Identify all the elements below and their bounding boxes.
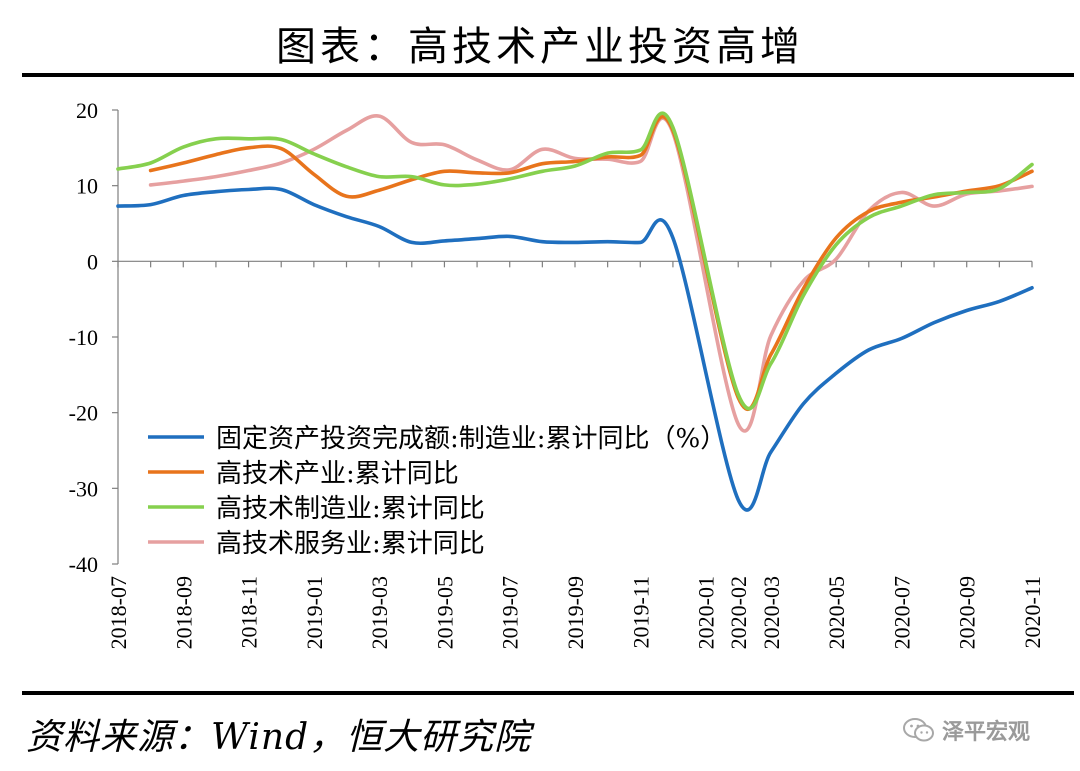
x-tick-label: 2018-11 — [237, 576, 262, 649]
axes-layer: -40 -30 -20 -10 0 10 20 2018-07 2018-09 2018-11 20… — [69, 98, 1045, 649]
series-line-3 — [116, 111, 1034, 411]
x-tick-label: 2019-05 — [432, 576, 457, 649]
y-tick-label: 10 — [76, 174, 98, 199]
top-rule — [22, 73, 1074, 77]
series-line-2 — [148, 115, 1034, 411]
series-layer — [116, 111, 1034, 512]
x-tick-label: 2020-05 — [824, 576, 849, 649]
y-tick-label: -30 — [69, 476, 98, 501]
x-tick-label: 2020-01 — [694, 576, 719, 649]
x-tick-label: 2019-07 — [498, 576, 523, 649]
legend: 固定资产投资完成额:制造业:累计同比（%） 高技术产业:累计同比高技术制造业:累计… — [148, 424, 726, 559]
x-tick-label: 2020-07 — [889, 576, 914, 649]
y-tick-label: 0 — [87, 249, 98, 274]
legend-label: 高技术产业:累计同比 — [216, 459, 459, 489]
x-tick-label: 2020-11 — [1020, 576, 1045, 649]
x-tick-label: 2018-09 — [171, 576, 196, 649]
series-line-1 — [116, 186, 1034, 512]
x-tick-label: 2020-09 — [955, 576, 980, 649]
legend-label: 高技术制造业:累计同比 — [216, 494, 485, 524]
x-tick-label: 2019-09 — [563, 576, 588, 649]
source-note: 资料来源：Wind，恒大研究院 — [26, 717, 532, 758]
y-tick-label: 20 — [76, 98, 98, 123]
y-tick-label: -10 — [69, 325, 98, 350]
x-tick-label: 2018-07 — [106, 576, 131, 649]
y-tick-label: -20 — [69, 401, 98, 426]
y-tick-label: -40 — [69, 552, 98, 577]
line-chart: -40 -30 -20 -10 0 10 20 2018-07 2018-09 2018-11 20… — [69, 98, 1045, 649]
series-line-4 — [148, 114, 1034, 433]
legend-label: 固定资产投资完成额:制造业:累计同比（%） — [216, 424, 726, 454]
x-tick-label: 2019-11 — [628, 576, 653, 649]
x-tick-label: 2019-01 — [302, 576, 327, 649]
x-tick-label: 2020-02 — [726, 576, 751, 649]
x-tick-label: 2020-03 — [759, 576, 784, 649]
wechat-icon — [903, 718, 934, 742]
watermark: 泽平宏观 — [902, 712, 1030, 748]
watermark-text: 泽平宏观 — [942, 720, 1031, 745]
x-tick-label: 2019-03 — [367, 576, 392, 649]
page-title: 图表：高技术产业投资高增 — [276, 24, 804, 70]
legend-label: 高技术服务业:累计同比 — [216, 529, 485, 559]
bottom-rule — [22, 691, 1074, 695]
